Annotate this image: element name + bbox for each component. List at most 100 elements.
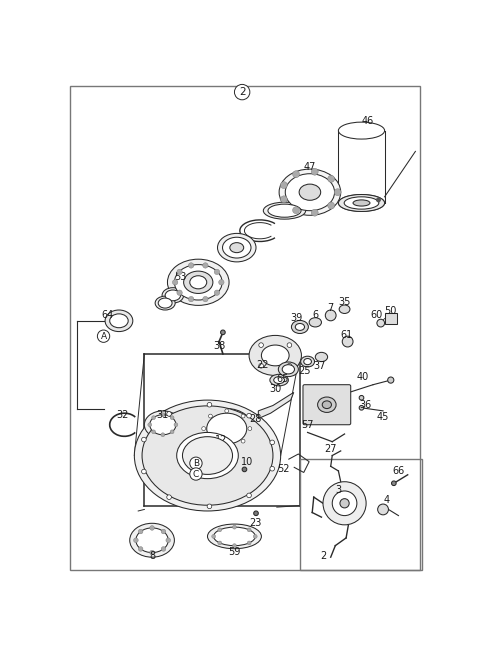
- Circle shape: [270, 466, 275, 471]
- Text: 12: 12: [215, 435, 228, 445]
- Circle shape: [248, 426, 252, 430]
- Circle shape: [232, 526, 236, 529]
- Circle shape: [218, 541, 222, 545]
- Circle shape: [190, 457, 202, 469]
- Circle shape: [325, 310, 336, 321]
- Text: 4: 4: [383, 496, 389, 505]
- Text: 64: 64: [101, 310, 114, 320]
- Circle shape: [170, 416, 174, 420]
- Text: 35: 35: [338, 297, 351, 306]
- Circle shape: [150, 526, 155, 530]
- Circle shape: [388, 377, 394, 383]
- Ellipse shape: [315, 352, 328, 362]
- Ellipse shape: [165, 290, 180, 301]
- Circle shape: [218, 528, 222, 532]
- Circle shape: [190, 468, 202, 480]
- Ellipse shape: [130, 524, 174, 557]
- Circle shape: [332, 491, 357, 516]
- Circle shape: [234, 84, 250, 100]
- Ellipse shape: [217, 233, 256, 262]
- Text: 53: 53: [174, 272, 187, 282]
- Circle shape: [208, 439, 212, 443]
- Ellipse shape: [278, 362, 299, 377]
- Text: 50: 50: [384, 306, 397, 316]
- Circle shape: [174, 422, 178, 426]
- Text: 66: 66: [392, 466, 405, 476]
- Ellipse shape: [136, 528, 168, 552]
- Text: 32: 32: [117, 411, 129, 421]
- Circle shape: [247, 528, 251, 532]
- Circle shape: [392, 481, 396, 486]
- Ellipse shape: [291, 320, 308, 333]
- Circle shape: [214, 269, 220, 274]
- Ellipse shape: [150, 415, 176, 435]
- Text: 22: 22: [257, 361, 269, 370]
- Polygon shape: [258, 393, 294, 419]
- Circle shape: [247, 541, 251, 545]
- Ellipse shape: [344, 197, 379, 209]
- Text: 59: 59: [228, 547, 240, 557]
- Circle shape: [221, 330, 225, 334]
- Circle shape: [259, 363, 264, 368]
- Circle shape: [287, 343, 292, 348]
- Circle shape: [219, 280, 224, 285]
- Text: 7: 7: [327, 303, 334, 313]
- Ellipse shape: [184, 271, 213, 293]
- Circle shape: [207, 402, 212, 407]
- Text: 46: 46: [361, 115, 374, 126]
- Circle shape: [253, 535, 257, 539]
- Bar: [300, 460, 421, 569]
- Ellipse shape: [207, 413, 247, 444]
- Ellipse shape: [190, 276, 207, 289]
- Text: 61: 61: [340, 330, 352, 340]
- Circle shape: [242, 467, 247, 471]
- Circle shape: [172, 280, 178, 285]
- Circle shape: [203, 263, 208, 268]
- Circle shape: [359, 396, 364, 400]
- Circle shape: [225, 445, 228, 448]
- Text: 8: 8: [149, 551, 155, 561]
- Circle shape: [202, 426, 205, 430]
- Ellipse shape: [262, 345, 289, 366]
- Circle shape: [148, 422, 152, 426]
- Text: A: A: [100, 332, 107, 341]
- Ellipse shape: [264, 202, 306, 219]
- Circle shape: [377, 319, 384, 327]
- Circle shape: [208, 414, 212, 418]
- Text: 52: 52: [276, 464, 289, 475]
- Ellipse shape: [279, 169, 341, 215]
- Circle shape: [161, 546, 166, 551]
- Circle shape: [167, 495, 171, 499]
- Text: 6: 6: [312, 310, 318, 320]
- Ellipse shape: [142, 406, 273, 505]
- Circle shape: [247, 413, 252, 418]
- Text: 57: 57: [301, 420, 314, 430]
- Circle shape: [133, 538, 138, 542]
- Text: 2: 2: [239, 87, 245, 97]
- Text: 60: 60: [371, 310, 383, 320]
- Ellipse shape: [295, 323, 304, 331]
- Text: 23: 23: [249, 518, 262, 528]
- Ellipse shape: [110, 314, 128, 328]
- Text: 28: 28: [249, 413, 262, 424]
- Circle shape: [207, 504, 212, 509]
- Circle shape: [241, 414, 245, 418]
- Circle shape: [340, 499, 349, 508]
- Circle shape: [293, 207, 300, 214]
- Circle shape: [376, 198, 380, 202]
- Circle shape: [138, 529, 143, 534]
- Circle shape: [203, 297, 208, 302]
- Ellipse shape: [353, 200, 370, 206]
- Circle shape: [177, 269, 182, 274]
- Circle shape: [247, 493, 252, 497]
- Circle shape: [241, 439, 245, 443]
- Circle shape: [150, 550, 155, 555]
- Text: 45: 45: [377, 412, 389, 422]
- Text: 47: 47: [304, 162, 316, 171]
- Circle shape: [334, 188, 341, 196]
- Ellipse shape: [214, 527, 255, 546]
- Circle shape: [225, 409, 228, 413]
- Ellipse shape: [299, 184, 321, 200]
- Ellipse shape: [338, 194, 384, 211]
- Ellipse shape: [304, 359, 312, 364]
